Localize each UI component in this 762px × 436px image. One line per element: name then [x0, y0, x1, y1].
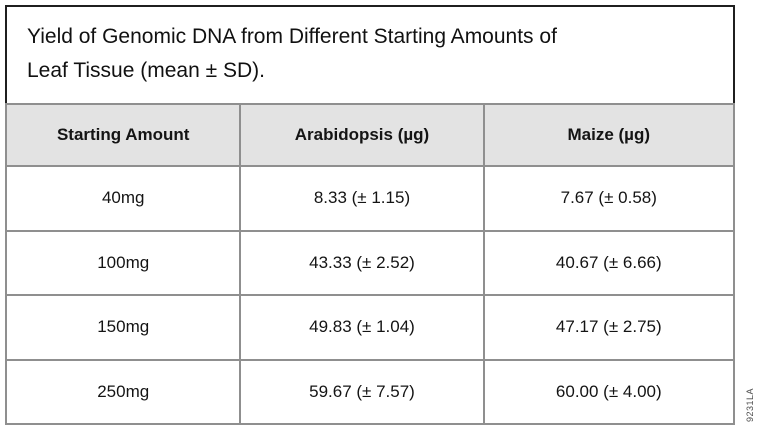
table-row-250mg: 250mg 59.67 (± 7.57) 60.00 (± 4.00): [4, 358, 736, 425]
column-header-maize: Maize (µg): [482, 103, 736, 167]
table-row-150mg: 150mg 49.83 (± 1.04) 47.17 (± 2.75): [4, 294, 736, 361]
table-row-40mg: 40mg 8.33 (± 1.15) 7.67 (± 0.58): [4, 165, 736, 232]
table-header-row: Starting Amount Arabidopsis (µg) Maize (…: [4, 103, 736, 167]
column-header-arabidopsis: Arabidopsis (µg): [239, 103, 485, 167]
cell-maize-yield: 60.00 (± 4.00): [482, 358, 736, 425]
figure-title: Yield of Genomic DNA from Different Star…: [5, 5, 735, 105]
table-row-100mg: 100mg 43.33 (± 2.52) 40.67 (± 6.66): [4, 229, 736, 296]
cell-starting-amount: 250mg: [4, 358, 242, 425]
cell-maize-yield: 40.67 (± 6.66): [482, 229, 736, 296]
cell-starting-amount: 40mg: [4, 165, 242, 232]
genomic-dna-yield-figure: Yield of Genomic DNA from Different Star…: [4, 5, 736, 425]
cell-arabidopsis-yield: 8.33 (± 1.15): [239, 165, 485, 232]
figure-title-line-1: Yield of Genomic DNA from Different Star…: [27, 25, 557, 48]
cell-arabidopsis-yield: 59.67 (± 7.57): [239, 358, 485, 425]
yield-table: Starting Amount Arabidopsis (µg) Maize (…: [4, 103, 736, 425]
column-header-starting-amount: Starting Amount: [4, 103, 242, 167]
figure-title-line-2: Leaf Tissue (mean ± SD).: [27, 59, 265, 82]
cell-starting-amount: 150mg: [4, 294, 242, 361]
cell-arabidopsis-yield: 49.83 (± 1.04): [239, 294, 485, 361]
cell-starting-amount: 100mg: [4, 229, 242, 296]
cell-maize-yield: 7.67 (± 0.58): [482, 165, 736, 232]
cell-maize-yield: 47.17 (± 2.75): [482, 294, 736, 361]
cell-arabidopsis-yield: 43.33 (± 2.52): [239, 229, 485, 296]
figure-reference-code: 9231LA: [745, 387, 755, 423]
